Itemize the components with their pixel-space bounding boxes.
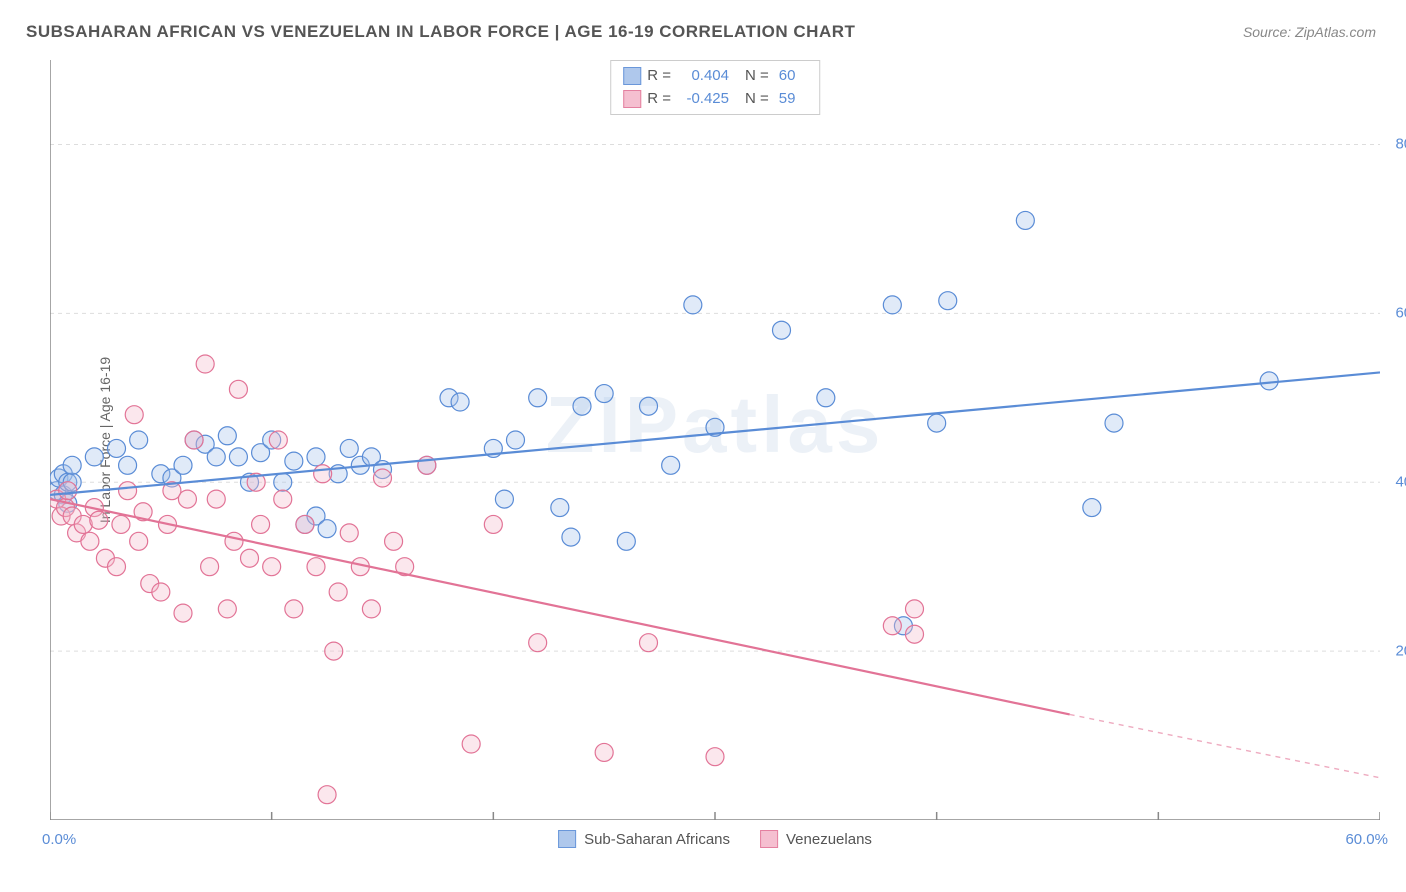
y-tick-label: 20.0% <box>1395 643 1406 660</box>
source-attribution: Source: ZipAtlas.com <box>1243 24 1376 40</box>
legend-item: Venezuelans <box>760 830 872 848</box>
y-tick-label: 40.0% <box>1395 474 1406 491</box>
r-label: R = <box>647 65 671 88</box>
x-axis-max-label: 60.0% <box>1345 831 1388 848</box>
legend-swatch-icon <box>558 830 576 848</box>
legend-label: Sub-Saharan Africans <box>584 831 730 848</box>
series-legend: Sub-Saharan Africans Venezuelans <box>558 830 872 848</box>
y-tick-label: 60.0% <box>1395 305 1406 322</box>
n-label: N = <box>745 88 769 111</box>
correlation-row: R = 0.404 N = 60 <box>623 65 807 88</box>
n-value: 59 <box>779 88 807 111</box>
y-tick-label: 80.0% <box>1395 136 1406 153</box>
r-value: 0.404 <box>677 65 729 88</box>
correlation-row: R = -0.425 N = 59 <box>623 88 807 111</box>
n-label: N = <box>745 65 769 88</box>
r-label: R = <box>647 88 671 111</box>
r-value: -0.425 <box>677 88 729 111</box>
x-axis-min-label: 0.0% <box>42 831 76 848</box>
legend-swatch-icon <box>760 830 778 848</box>
legend-swatch-icon <box>623 67 641 85</box>
scatter-plot <box>50 60 1380 820</box>
correlation-legend: R = 0.404 N = 60 R = -0.425 N = 59 <box>610 60 820 115</box>
n-value: 60 <box>779 65 807 88</box>
legend-item: Sub-Saharan Africans <box>558 830 730 848</box>
legend-swatch-icon <box>623 90 641 108</box>
legend-label: Venezuelans <box>786 831 872 848</box>
chart-title: SUBSAHARAN AFRICAN VS VENEZUELAN IN LABO… <box>26 22 855 42</box>
chart-container: ZIPatlas In Labor Force | Age 16-19 R =0… <box>50 60 1380 820</box>
